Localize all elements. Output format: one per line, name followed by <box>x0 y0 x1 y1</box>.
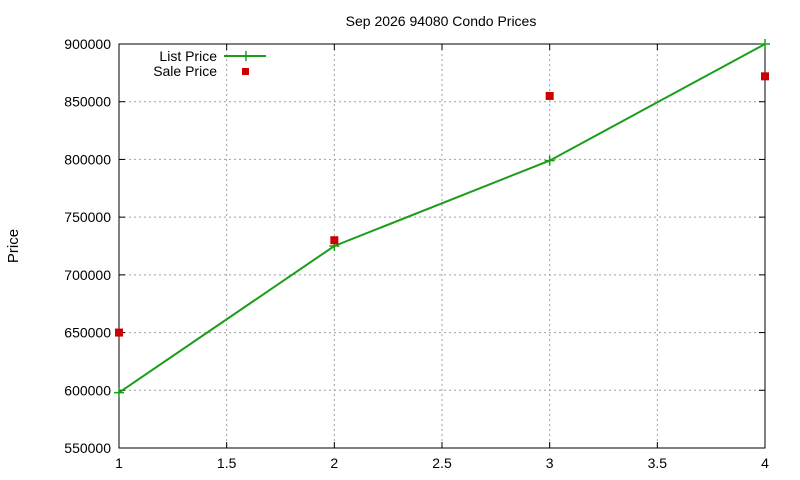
y-tick-label: 600000 <box>64 382 111 398</box>
y-tick-label: 550000 <box>64 440 111 456</box>
legend: List Price Sale Price <box>153 48 266 79</box>
list-price-point <box>114 387 124 398</box>
y-tick-label: 650000 <box>64 325 111 341</box>
sale-price-point <box>761 72 769 81</box>
x-tick-label: 2 <box>330 455 338 471</box>
y-axis-label: Price <box>5 229 22 263</box>
y-tick-label: 850000 <box>64 94 111 110</box>
x-tick-label: 3 <box>546 455 554 471</box>
x-tick-label: 4 <box>761 455 769 471</box>
y-tick-label: 900000 <box>64 36 111 52</box>
legend-label-sale-price: Sale Price <box>153 63 217 79</box>
sale-price-point <box>545 91 554 100</box>
x-tick-label: 1 <box>115 455 123 471</box>
y-tick-label: 800000 <box>64 151 111 167</box>
x-tick-labels: 1 1.5 2 2.5 3 3.5 4 <box>115 455 769 471</box>
chart-title: Sep 2026 94080 Condo Prices <box>346 13 537 29</box>
y-tick-label: 750000 <box>64 209 111 225</box>
legend-marker-list-price <box>241 51 251 61</box>
list-price-point <box>544 155 555 166</box>
sale-price-point <box>330 236 339 245</box>
x-tick-label: 1.5 <box>217 455 237 471</box>
list-price-line <box>118 43 766 394</box>
y-tick-label: 700000 <box>64 267 111 283</box>
grid <box>119 44 765 448</box>
sale-price-point <box>115 328 123 337</box>
list-price-point <box>760 39 770 49</box>
legend-marker-sale-price <box>242 68 249 75</box>
legend-label-list-price: List Price <box>159 48 217 64</box>
x-tick-label: 3.5 <box>648 455 668 471</box>
x-tick-label: 2.5 <box>432 455 452 471</box>
y-tick-labels: 550000 600000 650000 700000 750000 800000 8500… <box>64 36 111 456</box>
data-series <box>114 39 770 398</box>
